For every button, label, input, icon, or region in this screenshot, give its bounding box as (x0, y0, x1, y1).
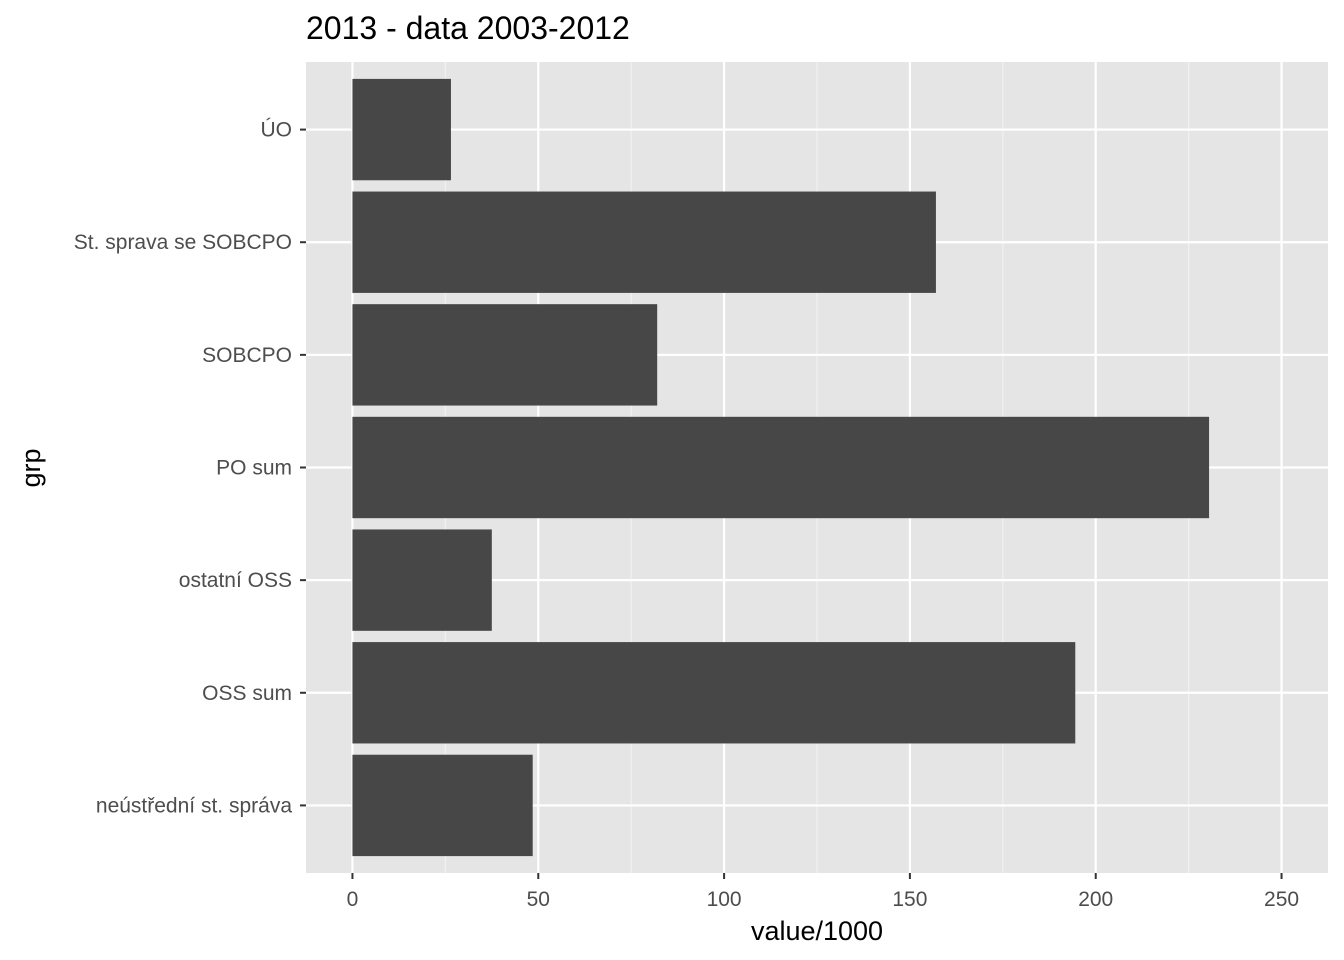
bar (352, 78, 451, 181)
bar (352, 191, 936, 293)
bar (352, 642, 1076, 744)
y-axis: neústřední st. správa OSS sum ostatní OSS P… (74, 119, 306, 817)
y-tick-label: SOBCPO (202, 344, 292, 367)
bar (352, 529, 492, 631)
y-axis-title: grp (16, 448, 46, 487)
x-tick-label: 50 (527, 888, 550, 911)
y-tick-label: PO sum (216, 457, 292, 480)
y-tick-label: St. sprava se SOBCPO (74, 231, 292, 254)
x-tick-label: 250 (1264, 888, 1299, 911)
bar (352, 754, 533, 857)
y-tick-label: neústřední st. správa (96, 794, 292, 817)
chart-title: 2013 - data 2003-2012 (306, 10, 630, 46)
x-axis-title: value/1000 (751, 916, 883, 946)
x-axis: 0 50 100 150 200 250 (347, 873, 1299, 911)
bar (352, 304, 658, 406)
x-tick-label: 200 (1078, 888, 1113, 911)
bar (352, 416, 1210, 519)
x-tick-label: 100 (707, 888, 742, 911)
x-tick-label: 150 (892, 888, 927, 911)
y-tick-label: OSS sum (202, 682, 292, 705)
y-tick-label: ÚO (261, 119, 293, 142)
y-tick-label: ostatní OSS (179, 569, 292, 592)
x-tick-label: 0 (347, 888, 359, 911)
bars (352, 78, 1210, 857)
